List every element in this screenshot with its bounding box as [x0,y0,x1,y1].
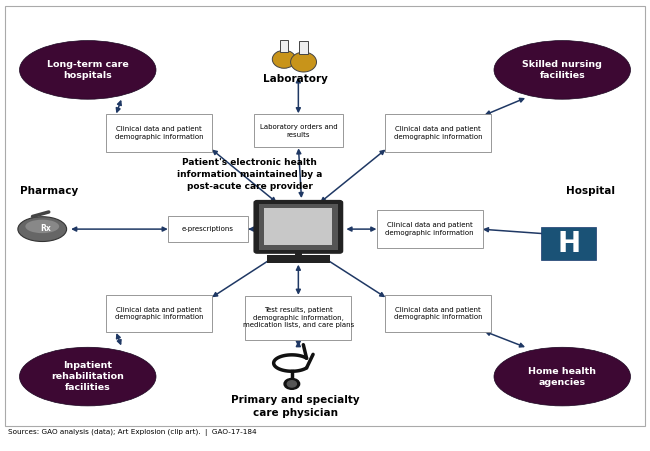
FancyBboxPatch shape [385,295,491,332]
FancyBboxPatch shape [255,201,342,253]
FancyBboxPatch shape [106,295,212,332]
Text: Pharmacy: Pharmacy [20,186,78,196]
Ellipse shape [494,41,630,99]
FancyBboxPatch shape [259,204,338,250]
FancyBboxPatch shape [377,210,482,248]
Text: Laboratory orders and
results: Laboratory orders and results [259,124,337,138]
Text: Clinical data and patient
demographic information: Clinical data and patient demographic in… [385,222,474,236]
Ellipse shape [272,50,296,68]
Text: Laboratory: Laboratory [263,74,328,84]
FancyBboxPatch shape [5,6,645,426]
FancyBboxPatch shape [267,255,330,262]
FancyBboxPatch shape [264,207,333,245]
Circle shape [287,381,296,387]
Text: Clinical data and patient
demographic information: Clinical data and patient demographic in… [115,307,203,320]
Text: Sources: GAO analysis (data); Art Explosion (clip art).  |  GAO-17-184: Sources: GAO analysis (data); Art Explos… [8,429,256,437]
Text: Rx: Rx [40,224,51,233]
FancyBboxPatch shape [541,227,596,260]
Text: Skilled nursing
facilities: Skilled nursing facilities [523,60,602,80]
Ellipse shape [494,347,630,406]
Text: e-prescriptions: e-prescriptions [182,226,234,232]
Text: Primary and specialty
care physician: Primary and specialty care physician [231,395,359,418]
Ellipse shape [25,220,59,233]
FancyBboxPatch shape [300,41,307,54]
Text: H: H [557,230,580,258]
Ellipse shape [20,41,156,99]
Text: Clinical data and patient
demographic information: Clinical data and patient demographic in… [394,126,482,140]
Text: Clinical data and patient
demographic information: Clinical data and patient demographic in… [115,126,203,140]
Ellipse shape [291,52,317,72]
Text: Test results, patient
demographic information,
medication lists, and care plans: Test results, patient demographic inform… [242,308,354,328]
FancyBboxPatch shape [280,40,288,52]
FancyBboxPatch shape [246,296,351,340]
Text: Long-term care
hospitals: Long-term care hospitals [47,60,129,80]
Ellipse shape [292,58,315,70]
Text: Patient's electronic health
information maintained by a
post-acute care provider: Patient's electronic health information … [177,158,322,191]
FancyBboxPatch shape [168,216,248,242]
Ellipse shape [18,217,66,242]
FancyBboxPatch shape [385,115,491,152]
Text: Home health
agencies: Home health agencies [528,367,596,387]
Text: Clinical data and patient
demographic information: Clinical data and patient demographic in… [394,307,482,320]
Text: Hospital: Hospital [566,186,615,196]
FancyBboxPatch shape [254,115,343,147]
Text: Inpatient
rehabilitation
facilities: Inpatient rehabilitation facilities [51,361,124,392]
Circle shape [284,378,300,389]
FancyBboxPatch shape [106,115,212,152]
Ellipse shape [20,347,156,406]
Ellipse shape [274,55,294,66]
